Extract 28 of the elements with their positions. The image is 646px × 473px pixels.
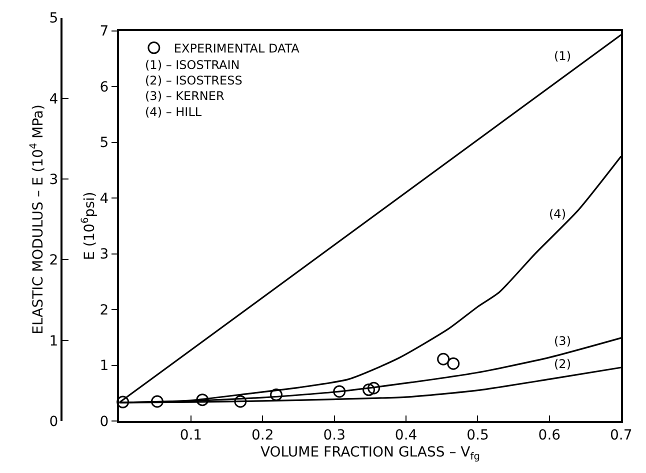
legend-label: EXPERIMENTAL DATA	[174, 41, 300, 56]
y-tick-label: 6	[100, 79, 109, 96]
annotation: (1) – ISOSTRAIN (2) – ISOSTRESS (3) – KERNER (4) – HILL	[145, 58, 242, 119]
x-tick-label: 0.7	[610, 428, 632, 444]
y-tick-label: 5	[100, 135, 109, 152]
y-tick-label: 3	[100, 246, 109, 263]
y2-tick-label: 3	[49, 172, 58, 188]
y-tick-label: 7	[100, 24, 109, 40]
x-axis-title: VOLUME FRACTION GLASS – V$_{fg}$	[260, 444, 480, 462]
x-tick-label: 0.6	[538, 428, 561, 444]
y-tick-label: 0	[100, 414, 109, 430]
y-tick-label: 2	[100, 302, 109, 318]
y-tick-label: 4	[100, 190, 109, 207]
y-tick-label: 1	[100, 358, 109, 374]
x-tick-label: 0.4	[394, 428, 418, 444]
x-tick-label: 0.2	[252, 428, 274, 444]
y2-tick-label: 4	[49, 91, 58, 108]
y2-tick-label: 2	[49, 252, 58, 269]
y2-tick-label: 5	[49, 10, 58, 27]
y2-tick-label: 0	[49, 414, 58, 430]
annotation: (2)	[554, 357, 571, 371]
annotation: (1)	[554, 49, 571, 63]
y2-tick-label: 1	[49, 333, 58, 350]
annotation: (3)	[554, 334, 571, 348]
x-tick-label: 0.3	[323, 428, 346, 444]
x-tick-label: 0.1	[180, 428, 202, 444]
x-tick-label: 0.5	[466, 428, 489, 444]
annotation: (4)	[549, 207, 566, 221]
